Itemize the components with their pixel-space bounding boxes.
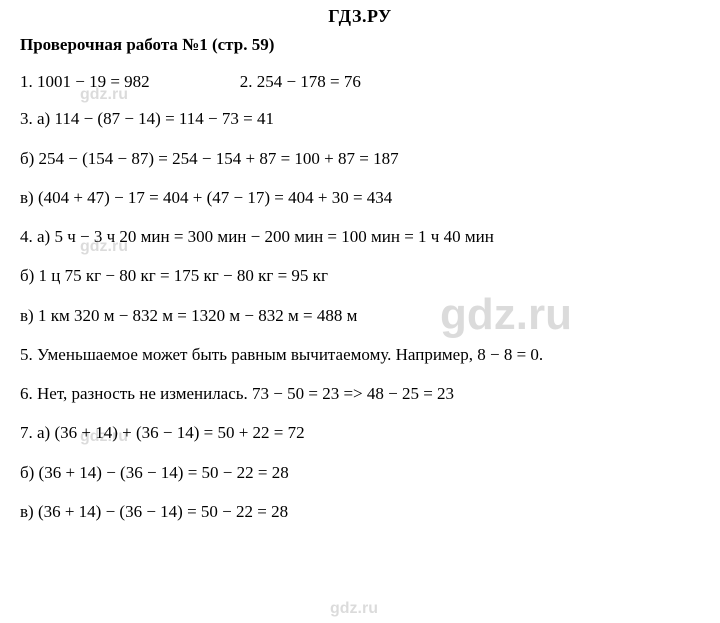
item-2: 2. 254 − 178 = 76: [240, 71, 361, 92]
item-4b: б) 1 ц 75 кг − 80 кг = 175 кг − 80 кг = …: [20, 265, 700, 286]
item-7a: 7. а) (36 + 14) + (36 − 14) = 50 + 22 = …: [20, 422, 700, 443]
item-5: 5. Уменьшаемое может быть равным вычитае…: [20, 344, 700, 365]
item-1: 1. 1001 − 19 = 982: [20, 71, 150, 92]
item-4a: 4. а) 5 ч − 3 ч 20 мин = 300 мин − 200 м…: [20, 226, 700, 247]
page: ГДЗ.РУ Проверочная работа №1 (стр. 59) 1…: [0, 0, 720, 623]
watermark-small: gdz.ru: [330, 600, 378, 618]
item-3b: б) 254 − (154 − 87) = 254 − 154 + 87 = 1…: [20, 148, 700, 169]
item-7b: б) (36 + 14) − (36 − 14) = 50 − 22 = 28: [20, 462, 700, 483]
item-7v: в) (36 + 14) − (36 − 14) = 50 − 22 = 28: [20, 501, 700, 522]
item-3v: в) (404 + 47) − 17 = 404 + (47 − 17) = 4…: [20, 187, 700, 208]
worksheet-heading: Проверочная работа №1 (стр. 59): [20, 35, 700, 55]
row-1-2: 1. 1001 − 19 = 982 2. 254 − 178 = 76: [20, 71, 700, 92]
item-4v: в) 1 км 320 м − 832 м = 1320 м − 832 м =…: [20, 305, 700, 326]
item-6: 6. Нет, разность не изменилась. 73 − 50 …: [20, 383, 700, 404]
site-title: ГДЗ.РУ: [20, 6, 700, 27]
item-3a: 3. а) 114 − (87 − 14) = 114 − 73 = 41: [20, 108, 700, 129]
